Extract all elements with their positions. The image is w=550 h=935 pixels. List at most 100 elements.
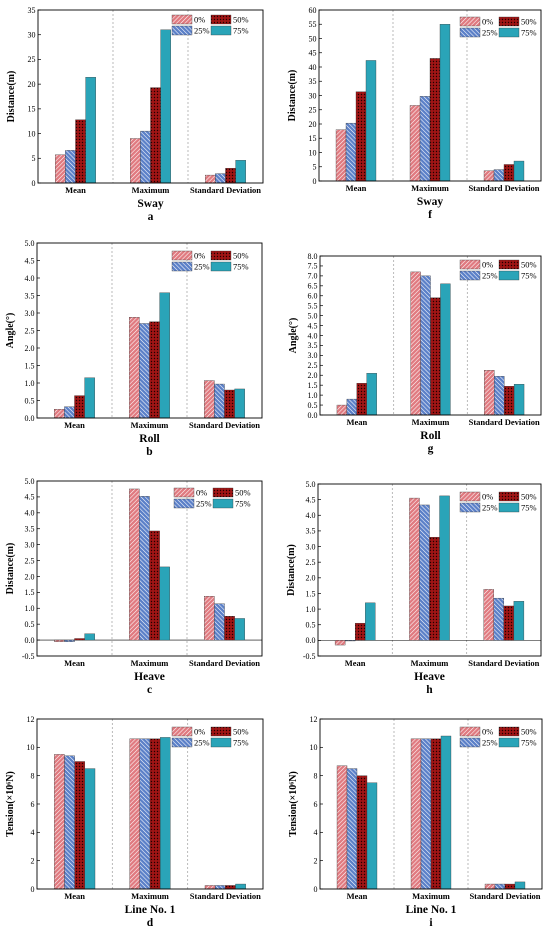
bar-a-s2-c2 bbox=[225, 167, 236, 184]
panel-letter: g bbox=[428, 443, 434, 455]
category-label: Mean bbox=[345, 658, 366, 668]
legend-swatch-1 bbox=[173, 498, 195, 509]
category-label: Maximum bbox=[412, 891, 450, 901]
bar-h-s3-c1 bbox=[439, 495, 450, 641]
bar-c-s0-c0 bbox=[54, 639, 65, 642]
y-tick-label: -0.5 bbox=[303, 652, 316, 661]
legend-label: 0% bbox=[194, 251, 205, 261]
bar-f-s1-c2 bbox=[493, 169, 505, 182]
category-label: Standard Deviation bbox=[468, 183, 539, 193]
y-tick-label: 5.0 bbox=[306, 480, 316, 489]
category-label: Standard Deviation bbox=[189, 658, 260, 668]
bar-d-s0-c0 bbox=[54, 754, 65, 890]
y-tick-label: 0.0 bbox=[306, 636, 316, 645]
panel-letter: b bbox=[146, 446, 152, 458]
legend-label: 50% bbox=[233, 251, 249, 261]
bar-h-s3-c0 bbox=[365, 602, 376, 641]
y-tick-label: 3.0 bbox=[25, 309, 35, 318]
panel-letter: d bbox=[147, 917, 154, 929]
y-tick-label: 12 bbox=[27, 715, 35, 724]
bar-b-s1-c0 bbox=[64, 406, 75, 419]
bar-h-s1-c2 bbox=[493, 597, 505, 641]
bar-f-s0-c2 bbox=[483, 170, 495, 182]
bar-i-s0-c0 bbox=[336, 765, 348, 890]
legend-label: 50% bbox=[233, 727, 249, 737]
y-tick-label: 5.0 bbox=[25, 477, 35, 486]
legend-label: 75% bbox=[521, 503, 537, 513]
bar-a-s1-c0 bbox=[65, 150, 76, 184]
y-tick-label: 0.0 bbox=[25, 414, 35, 423]
legend-label: 25% bbox=[482, 738, 498, 748]
y-tick-label: 10 bbox=[309, 148, 317, 157]
y-tick-label: 7.0 bbox=[308, 272, 318, 281]
bar-i-s0-c2 bbox=[484, 883, 496, 890]
y-tick-label: 1.0 bbox=[308, 391, 318, 400]
y-tick-label: 8 bbox=[31, 771, 35, 780]
y-tick-label: 2.5 bbox=[25, 326, 35, 335]
legend-label: 75% bbox=[235, 499, 251, 509]
y-tick-label: 1.0 bbox=[25, 379, 35, 388]
legend-label: 0% bbox=[194, 727, 205, 737]
y-tick-label: 10 bbox=[28, 129, 36, 138]
bar-f-s2-c0 bbox=[355, 91, 367, 182]
legend-label: 75% bbox=[521, 271, 537, 281]
category-label: Mean bbox=[347, 891, 368, 901]
y-tick-label: 1.5 bbox=[306, 589, 316, 598]
y-tick-label: 4.0 bbox=[25, 274, 35, 283]
y-tick-label: 1.5 bbox=[308, 381, 318, 390]
y-tick-label: 5.0 bbox=[308, 311, 318, 320]
bar-h-s1-c0 bbox=[344, 640, 356, 642]
bar-b-s3-c1 bbox=[159, 292, 170, 419]
y-tick-label: 8 bbox=[314, 771, 318, 780]
y-tick-label: 0.0 bbox=[308, 411, 318, 420]
bar-i-s1-c1 bbox=[420, 738, 432, 890]
bar-f-s3-c1 bbox=[439, 24, 451, 182]
bar-g-s3-c0 bbox=[366, 373, 377, 416]
legend-label: 75% bbox=[521, 738, 537, 748]
legend: 0%25% 50%75% bbox=[171, 250, 249, 272]
chart-panel-c: -0.5 0.0 0.5 1.0 1.5 2.0 2.5 3.0 3.5 4.0 4.5 5.0 Mea… bbox=[5, 477, 263, 696]
y-tick-label: 4.5 bbox=[25, 256, 35, 265]
legend-label: 75% bbox=[233, 26, 249, 36]
y-tick-label: 7.5 bbox=[308, 262, 318, 271]
bar-b-s2-c1 bbox=[149, 321, 160, 419]
y-axis-label: Distance(m) bbox=[5, 543, 16, 595]
y-tick-label: 2.0 bbox=[308, 371, 318, 380]
bar-g-s1-c2 bbox=[494, 376, 505, 416]
bar-f-s1-c1 bbox=[419, 96, 431, 182]
legend-label: 75% bbox=[233, 738, 249, 748]
y-tick-label: 15 bbox=[309, 134, 317, 143]
bar-f-s1-c0 bbox=[345, 122, 357, 182]
legend-swatch-2 bbox=[210, 250, 232, 261]
y-tick-label: 1.5 bbox=[25, 588, 35, 597]
bar-i-s3-c0 bbox=[366, 782, 378, 890]
legend-swatch-1 bbox=[459, 27, 481, 38]
bar-d-s2-c0 bbox=[74, 761, 86, 890]
bar-b-s3-c0 bbox=[84, 377, 95, 419]
y-tick-label: 10 bbox=[310, 743, 318, 752]
bar-d-s3-c2 bbox=[235, 883, 246, 890]
legend-label: 25% bbox=[194, 262, 210, 272]
panel-letter: a bbox=[148, 211, 154, 223]
category-label: Standard Deviation bbox=[190, 185, 261, 195]
y-tick-label: 45 bbox=[309, 49, 317, 58]
legend-swatch-0 bbox=[459, 16, 481, 27]
y-tick-label: 0.5 bbox=[25, 620, 35, 629]
legend-swatch-2 bbox=[210, 726, 232, 737]
y-tick-label: 4.0 bbox=[25, 509, 35, 518]
bar-c-s3-c0 bbox=[84, 633, 95, 641]
legend-swatch-2 bbox=[498, 726, 520, 737]
legend-swatch-1 bbox=[171, 737, 193, 748]
legend-label: 25% bbox=[194, 26, 210, 36]
category-label: Maximum bbox=[131, 658, 169, 668]
bar-i-s2-c2 bbox=[504, 883, 516, 890]
bar-i-s3-c1 bbox=[440, 735, 452, 890]
bar-g-s0-c2 bbox=[484, 370, 495, 416]
bar-c-s0-c2 bbox=[204, 596, 215, 641]
category-label: Mean bbox=[346, 183, 367, 193]
bar-h-s2-c0 bbox=[354, 622, 366, 641]
bar-a-s2-c1 bbox=[150, 87, 161, 184]
bar-d-s1-c2 bbox=[214, 885, 226, 890]
bar-b-s2-c0 bbox=[74, 395, 85, 419]
category-label: Maximum bbox=[411, 658, 449, 668]
